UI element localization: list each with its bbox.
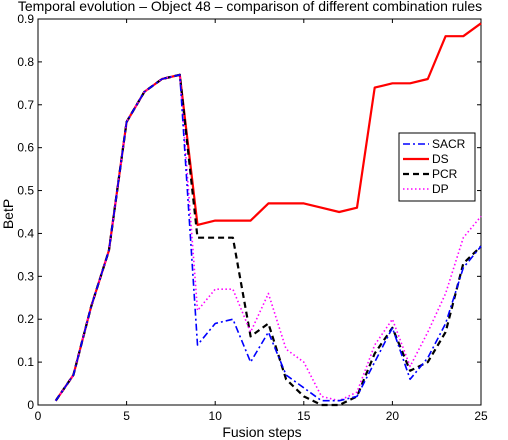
legend-label-dp: DP bbox=[432, 182, 449, 196]
x-tick-label: 15 bbox=[297, 409, 311, 423]
series-line-ds bbox=[54, 22, 482, 402]
x-tick-label: 20 bbox=[386, 409, 400, 423]
y-tick-label: 0.9 bbox=[17, 12, 34, 26]
axes-box bbox=[37, 18, 482, 406]
chart-title: Temporal evolution – Object 48 – compari… bbox=[18, 0, 482, 14]
series-line-pcr bbox=[54, 73, 482, 407]
plot-area: 0 5 10 15 20 25 0 0.1 0.2 0.3 0.4 0.5 0.6 0.7 0.8 0.9 bbox=[17, 12, 488, 423]
y-tick-label: 0.3 bbox=[17, 269, 34, 283]
y-tick-label: 0 bbox=[27, 398, 34, 412]
x-tick-label: 5 bbox=[123, 409, 130, 423]
y-tick-label: 0.6 bbox=[17, 141, 34, 155]
x-tick-label: 0 bbox=[35, 409, 42, 423]
y-tick-label: 0.7 bbox=[17, 98, 34, 112]
x-tick-label: 25 bbox=[474, 409, 488, 423]
legend-label-ds: DS bbox=[432, 152, 449, 166]
legend-label-pcr: PCR bbox=[432, 167, 458, 181]
series-line-dp bbox=[55, 74, 482, 402]
y-tick-label: 0.8 bbox=[17, 55, 34, 69]
y-axis-title: BetP bbox=[0, 199, 16, 229]
series-line-sacr bbox=[55, 74, 482, 402]
legend-label-sacr: SACR bbox=[432, 137, 466, 151]
legend-box bbox=[398, 132, 476, 202]
y-tick-label: 0.2 bbox=[17, 312, 34, 326]
y-tick-label: 0.4 bbox=[17, 226, 34, 240]
y-tick-label: 0.5 bbox=[17, 184, 34, 198]
y-tick-label: 0.1 bbox=[17, 355, 34, 369]
x-tick-label: 10 bbox=[209, 409, 223, 423]
x-axis-title: Fusion steps bbox=[222, 424, 301, 440]
